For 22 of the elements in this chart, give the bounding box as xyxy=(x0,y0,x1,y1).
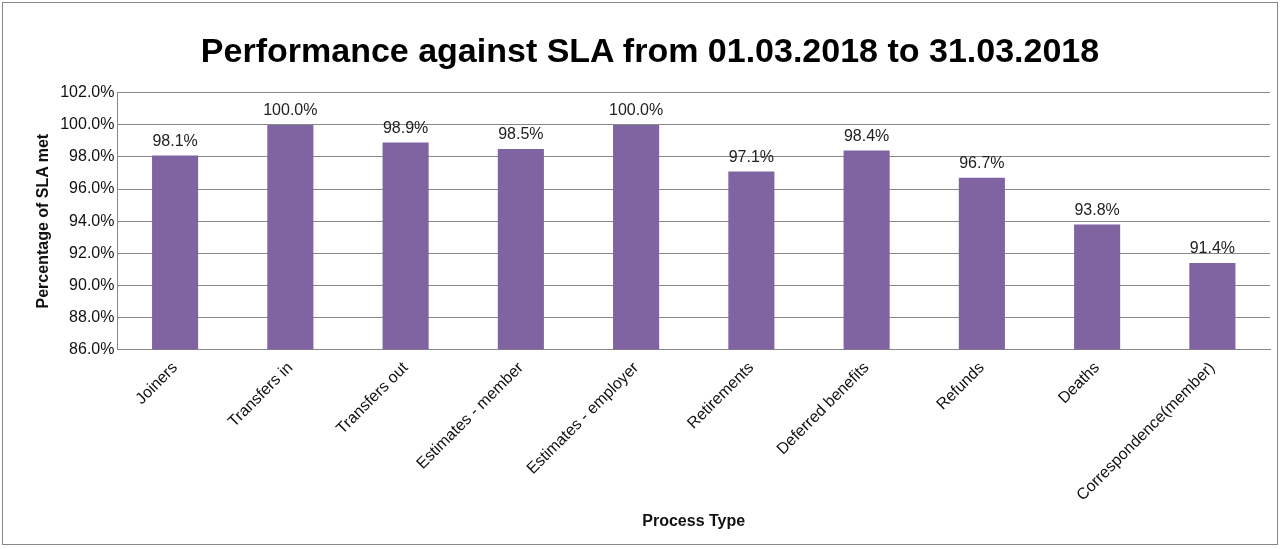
y-tick-label: 102.0% xyxy=(60,83,115,101)
chart-title: Performance against SLA from 01.03.2018 to 31.03.2018 xyxy=(200,30,1100,69)
data-label: 98.1% xyxy=(152,131,198,149)
data-label: 96.7% xyxy=(959,154,1005,172)
data-label: 98.4% xyxy=(843,126,890,144)
y-tick-label: 92.0% xyxy=(69,243,115,261)
data-label: 100.0% xyxy=(608,101,664,119)
y-tick-label: 90.0% xyxy=(69,275,115,293)
y-tick-label: 86.0% xyxy=(69,339,115,357)
y-axis-title: Percentage of SLA met xyxy=(34,133,52,309)
data-label: 100.0% xyxy=(263,101,318,119)
y-tick-label: 100.0% xyxy=(60,115,115,133)
data-label: 98.9% xyxy=(382,118,429,136)
x-axis-title: Process Type xyxy=(642,511,746,529)
y-tick-label: 96.0% xyxy=(69,179,115,197)
data-label: 93.8% xyxy=(1074,200,1120,218)
data-label: 97.1% xyxy=(728,147,775,165)
data-label: 91.4% xyxy=(1189,239,1236,257)
y-tick-label: 94.0% xyxy=(69,211,115,229)
y-tick-label: 88.0% xyxy=(69,307,115,325)
y-tick-label: 98.0% xyxy=(69,147,115,165)
data-label: 98.5% xyxy=(498,125,544,143)
